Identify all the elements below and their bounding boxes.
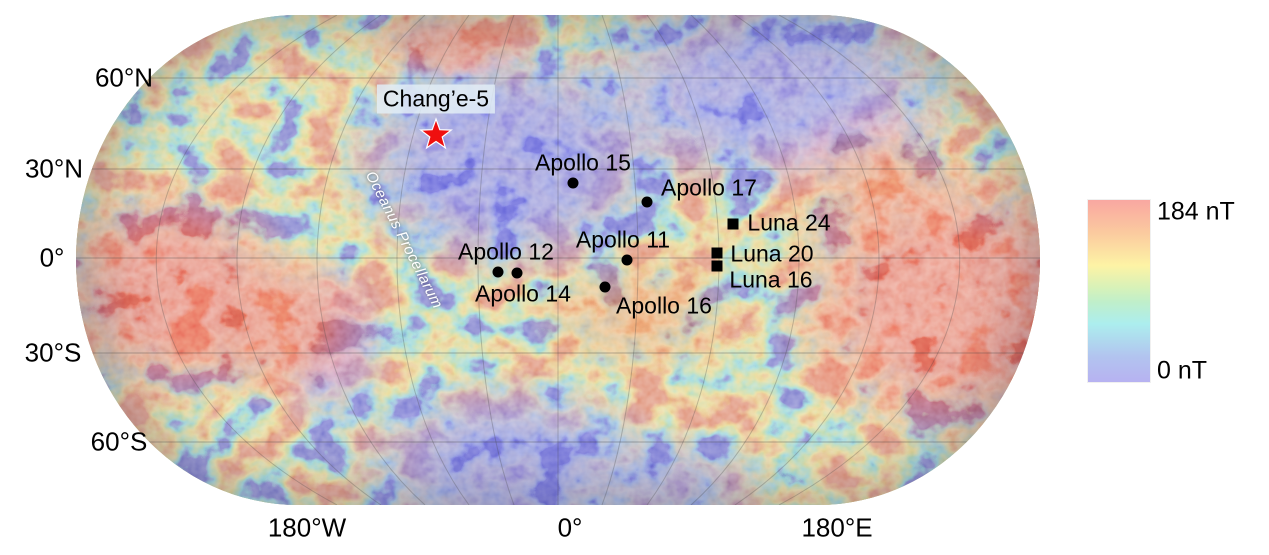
site-marker-luna-16: [711, 260, 723, 272]
site-marker-luna-20: [711, 247, 723, 259]
lat-label-30n: 30°N: [24, 153, 84, 184]
site-label-apollo-14: Apollo 14: [475, 280, 571, 307]
lon-label-180w: 180°W: [267, 512, 347, 543]
site-marker-apollo-12: [492, 266, 504, 278]
site-label-change5: Chang’e-5: [376, 84, 496, 114]
site-marker-apollo-11: [621, 254, 633, 266]
site-label-luna-20: Luna 20: [730, 240, 814, 267]
colorbar-max-label: 184 nT: [1157, 197, 1235, 226]
lon-label-180e: 180°E: [801, 512, 873, 543]
site-marker-apollo-17: [641, 196, 653, 208]
graticule-grid: [76, 15, 1040, 505]
moon-magnetic-map: [76, 15, 1040, 505]
site-marker-change5-star-icon: [417, 117, 455, 153]
hillshade-relief-texture: [76, 15, 1040, 505]
lat-label-60s: 60°S: [90, 426, 148, 457]
lat-label-60n: 60°N: [94, 62, 154, 93]
colorbar-min-label: 0 nT: [1157, 356, 1208, 385]
site-marker-apollo-16: [599, 281, 611, 293]
site-label-luna-24: Luna 24: [747, 209, 831, 236]
lat-label-30s: 30°S: [24, 337, 82, 368]
site-label-luna-16: Luna 16: [729, 266, 813, 293]
site-marker-luna-24: [727, 218, 739, 230]
site-label-apollo-12: Apollo 12: [458, 238, 554, 265]
site-label-apollo-11: Apollo 11: [575, 226, 671, 253]
site-label-apollo-15: Apollo 15: [535, 149, 631, 176]
colorbar-gradient: [1088, 200, 1150, 382]
site-label-apollo-16: Apollo 16: [616, 292, 712, 319]
site-marker-apollo-15: [567, 177, 579, 189]
site-marker-apollo-14: [511, 267, 523, 279]
lat-label-0: 0°: [39, 242, 65, 273]
lon-label-0: 0°: [557, 512, 583, 543]
site-label-apollo-17: Apollo 17: [661, 174, 757, 201]
